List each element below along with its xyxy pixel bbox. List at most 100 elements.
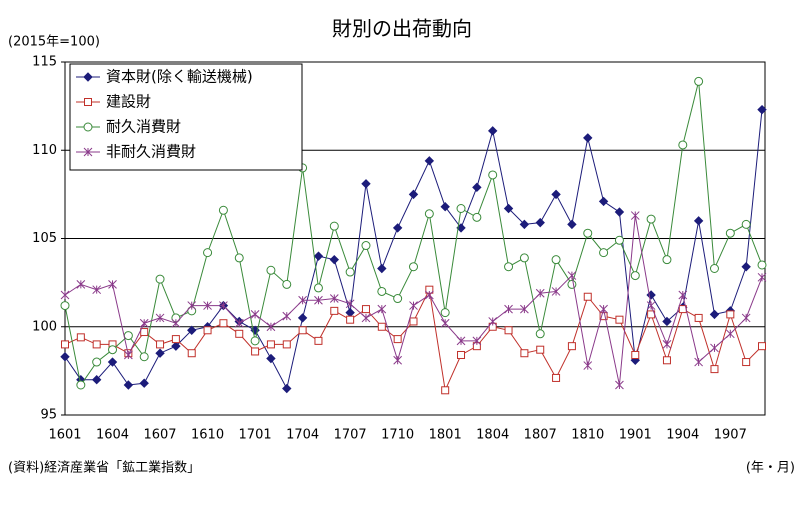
marker [551, 287, 561, 296]
marker [377, 322, 386, 331]
marker [710, 365, 719, 374]
marker [171, 335, 180, 344]
marker [139, 318, 149, 328]
legend-label: 非耐久消費財 [106, 143, 196, 161]
marker [757, 260, 767, 270]
marker [583, 133, 593, 143]
marker [535, 329, 545, 339]
marker [123, 331, 133, 341]
marker [614, 235, 624, 245]
marker [251, 347, 260, 356]
marker [298, 295, 307, 305]
marker [662, 356, 671, 365]
marker [694, 357, 703, 367]
marker [504, 304, 513, 314]
marker [741, 219, 751, 229]
legend-label: 建設財 [106, 93, 151, 111]
marker [472, 336, 482, 346]
marker [758, 342, 766, 351]
marker [345, 307, 355, 318]
marker [282, 383, 292, 394]
marker [583, 361, 593, 370]
marker [408, 189, 419, 200]
marker [219, 319, 228, 328]
marker [472, 212, 482, 222]
legend-marker [83, 147, 93, 157]
marker [662, 316, 672, 327]
marker [156, 340, 165, 349]
marker [487, 126, 498, 136]
marker [520, 349, 529, 358]
marker [361, 241, 371, 251]
y-tick-label: 100 [32, 319, 57, 334]
marker [551, 189, 561, 200]
marker [599, 248, 609, 258]
legend-label: 耐久消費財 [106, 118, 181, 136]
y-tick-label: 95 [40, 408, 57, 423]
marker [519, 253, 529, 263]
marker [552, 373, 561, 382]
marker [266, 340, 275, 349]
marker [234, 318, 244, 328]
legend-box [69, 63, 303, 171]
marker [440, 308, 450, 318]
marker [567, 219, 577, 230]
x-axis-label: (年・月) [746, 461, 795, 476]
marker [60, 301, 70, 311]
marker [203, 301, 212, 310]
marker [630, 211, 640, 220]
marker [567, 271, 577, 280]
marker [630, 271, 640, 281]
y-tick-label: 115 [32, 55, 57, 70]
legend-marker [84, 98, 92, 106]
marker [536, 345, 545, 354]
marker [313, 251, 324, 261]
x-tick-label: 1804 [476, 428, 509, 443]
marker [187, 301, 197, 310]
marker [440, 318, 450, 328]
marker [504, 326, 513, 335]
marker [409, 301, 418, 310]
marker [187, 349, 196, 358]
marker [92, 340, 101, 349]
marker [250, 336, 260, 346]
marker [457, 350, 466, 359]
marker [123, 380, 134, 390]
marker [757, 272, 767, 282]
marker [345, 267, 355, 277]
marker [155, 313, 165, 323]
marker [266, 353, 276, 364]
marker [456, 203, 466, 213]
x-tick-label: 1604 [96, 428, 129, 443]
plot-border [64, 61, 766, 416]
marker [567, 279, 577, 289]
marker [456, 336, 466, 346]
marker [535, 288, 545, 298]
marker [424, 290, 434, 300]
marker [297, 313, 308, 323]
marker [60, 290, 70, 300]
marker [725, 228, 735, 238]
marker [314, 295, 323, 305]
marker [694, 76, 704, 86]
series-line [64, 215, 763, 386]
marker [631, 350, 640, 359]
x-tick-label: 1704 [286, 428, 319, 443]
marker [646, 214, 656, 224]
marker [583, 228, 593, 238]
marker [61, 340, 69, 349]
marker [250, 310, 260, 319]
marker [124, 350, 133, 360]
marker [662, 255, 672, 265]
marker [76, 280, 86, 289]
marker [393, 355, 403, 365]
x-tick-label: 1810 [571, 428, 604, 443]
marker [92, 357, 102, 367]
marker [693, 216, 704, 226]
legend-marker [83, 122, 93, 132]
x-tick-label: 1707 [334, 428, 367, 443]
marker [741, 313, 751, 323]
marker [472, 182, 482, 193]
marker [726, 310, 735, 319]
